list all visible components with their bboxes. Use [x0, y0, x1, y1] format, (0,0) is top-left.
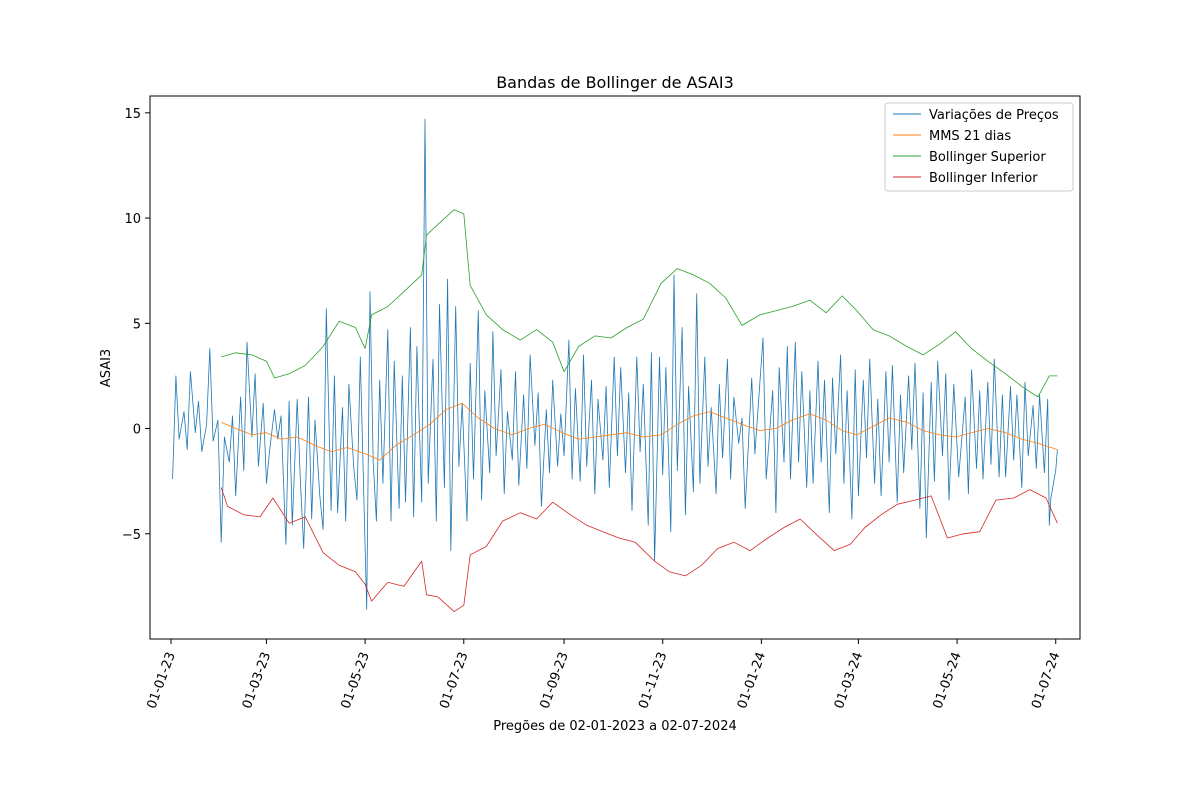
legend-label: Bollinger Superior [929, 150, 1046, 165]
y-tick-label: 0 [133, 423, 141, 438]
y-axis-label: ASAI3 [99, 349, 114, 387]
series-line-1 [172, 118, 1058, 610]
y-tick-label: −5 [122, 528, 141, 543]
legend-label: Variações de Preços [929, 108, 1059, 123]
legend-label: MMS 21 dias [929, 129, 1011, 144]
y-tick-label: 15 [124, 107, 141, 122]
x-axis-label: Pregões de 02-01-2023 a 02-07-2024 [493, 719, 737, 734]
plot-frame [149, 95, 1081, 640]
y-axis: 15 10 5 0 −5 [122, 107, 150, 543]
legend-box [884, 102, 1074, 192]
series-line-2 [221, 402, 1058, 461]
legend: Variações de Preços MMS 21 dias Bollinger … [884, 102, 1074, 192]
series-line-4 [220, 487, 1058, 612]
chart-title: Bandas de Bollinger de ASAI3 [496, 73, 734, 92]
y-tick-label: 10 [124, 212, 141, 227]
series-line-3 [221, 209, 1058, 398]
y-tick-label: 5 [133, 317, 141, 332]
plot-lines [172, 118, 1058, 612]
legend-label: Bollinger Inferior [929, 171, 1038, 186]
